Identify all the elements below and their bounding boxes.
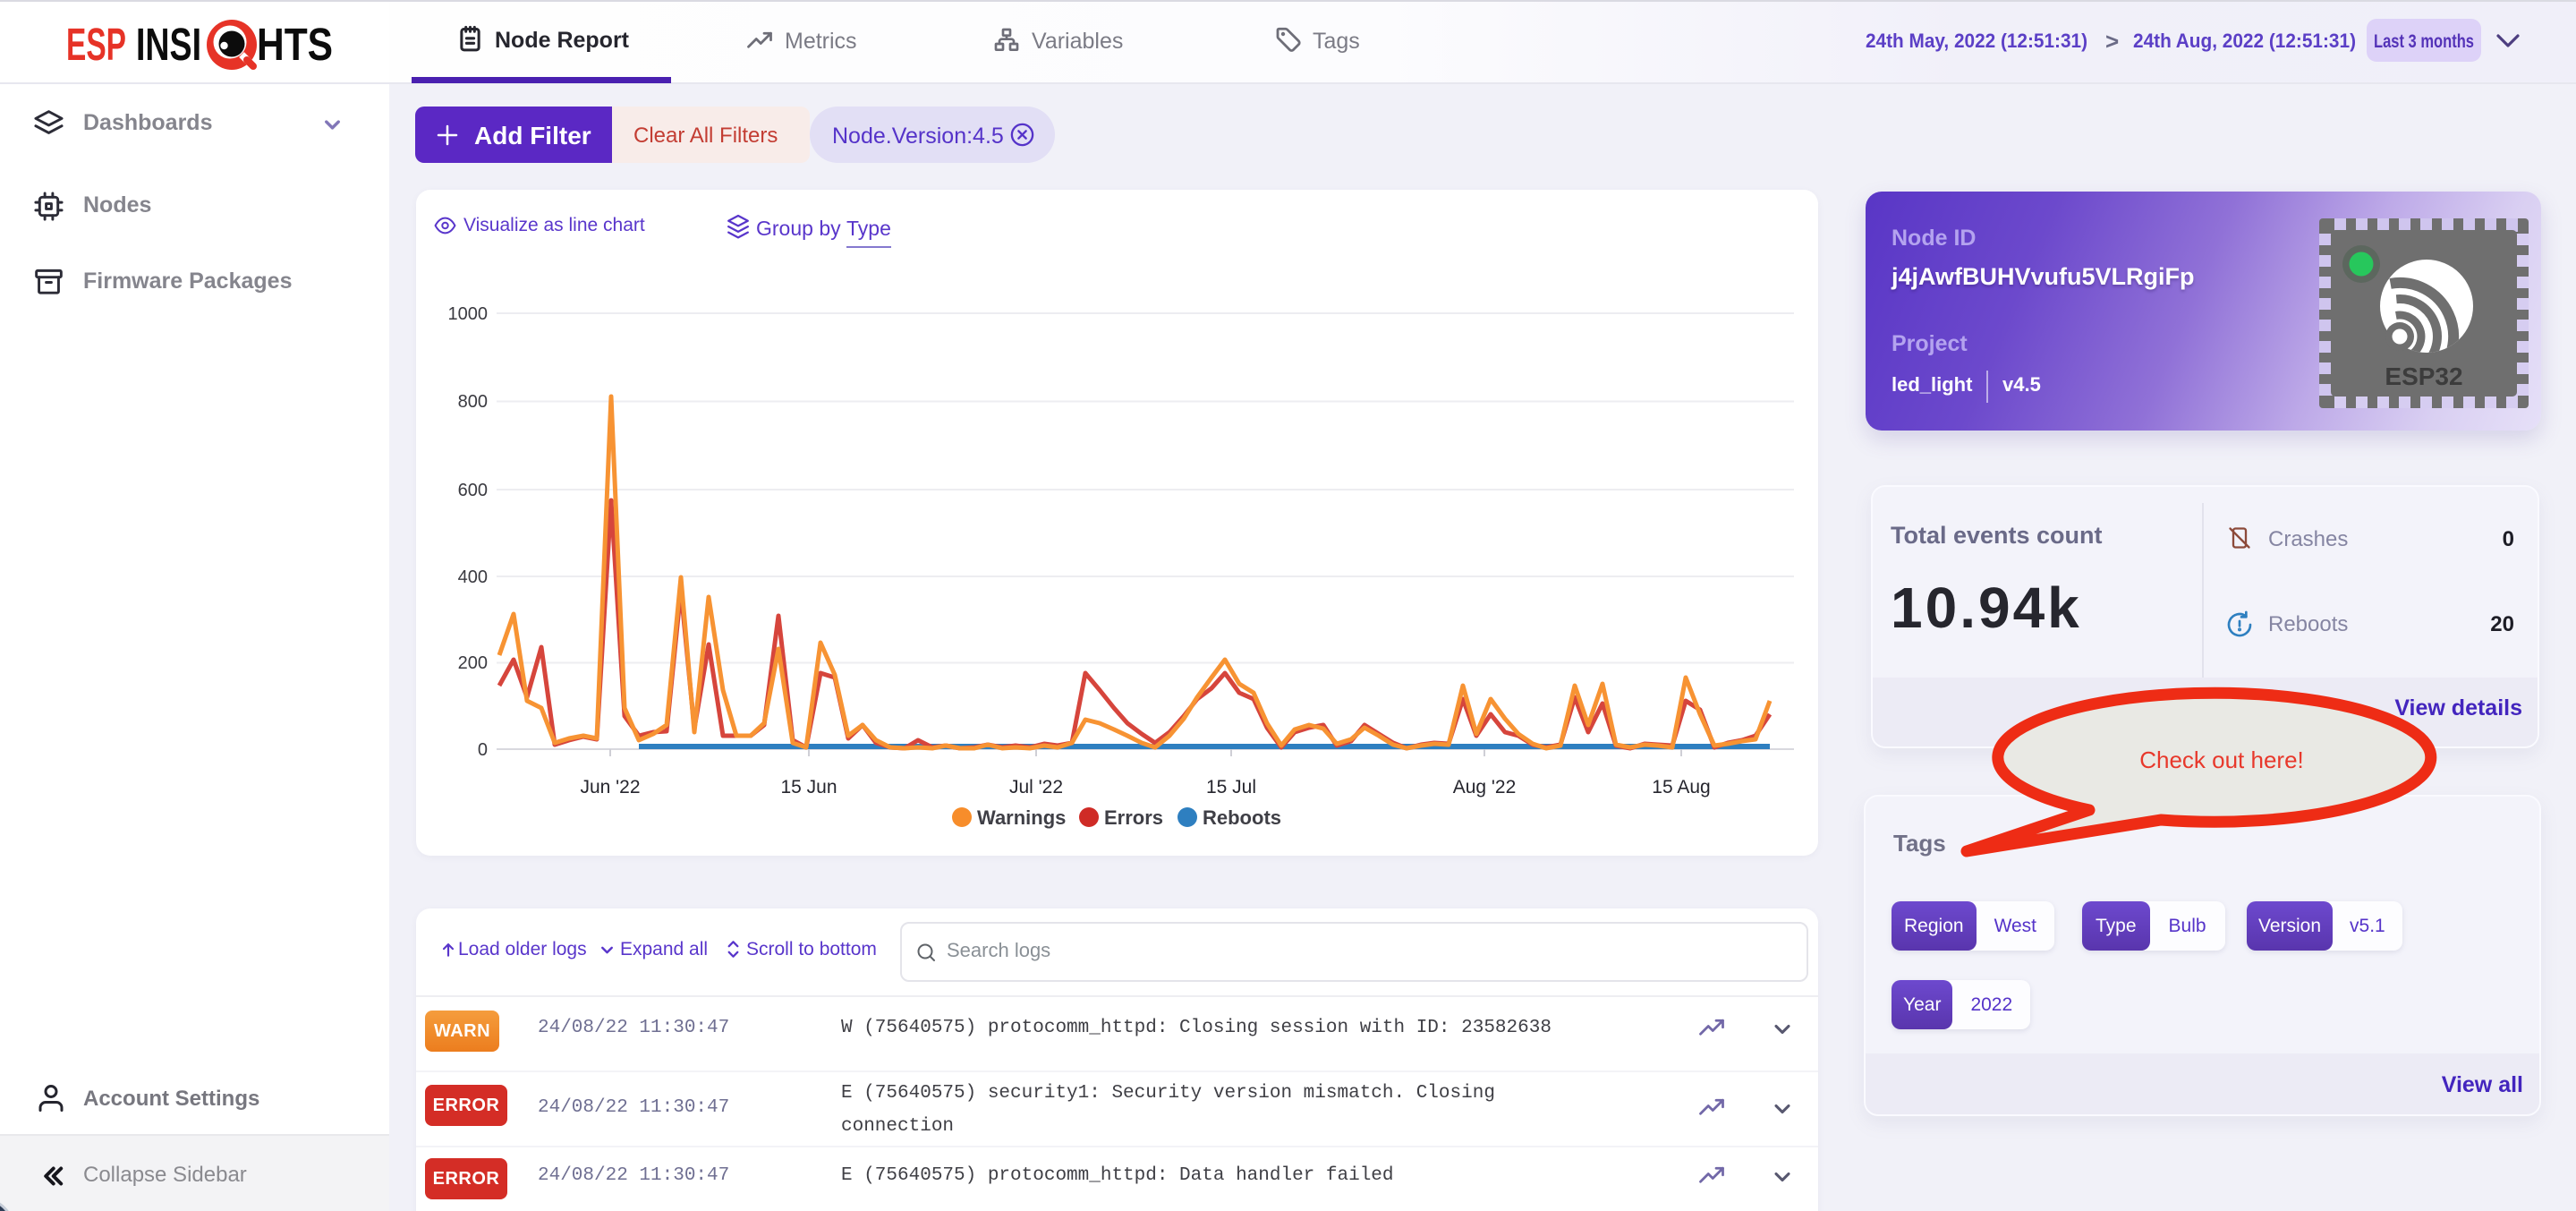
svg-text:ESP: ESP [66, 19, 126, 70]
svg-text:Warnings: Warnings [977, 806, 1066, 829]
svg-text:24th Aug, 2022 (12:51:31): 24th Aug, 2022 (12:51:31) [2133, 30, 2356, 52]
svg-text:15 Jul: 15 Jul [1206, 777, 1256, 797]
svg-text:24th May, 2022 (12:51:31): 24th May, 2022 (12:51:31) [1866, 30, 2087, 52]
svg-text:Aug '22: Aug '22 [1453, 777, 1517, 797]
svg-text:>: > [2105, 28, 2119, 55]
svg-text:1000: 1000 [448, 304, 489, 324]
svg-text:Reboots: Reboots [1203, 806, 1281, 829]
svg-text:800: 800 [458, 392, 488, 412]
svg-text:15 Jun: 15 Jun [780, 777, 837, 797]
svg-text:200: 200 [458, 653, 488, 673]
svg-text:Check out here!: Check out here! [2139, 746, 2304, 773]
svg-text:Last 3 months: Last 3 months [2374, 31, 2474, 52]
svg-text:15 Aug: 15 Aug [1652, 777, 1710, 797]
svg-text:Jun '22: Jun '22 [580, 777, 640, 797]
svg-text:0: 0 [478, 740, 488, 760]
svg-text:INSI: INSI [136, 19, 201, 70]
svg-text:Jul '22: Jul '22 [1009, 777, 1063, 797]
svg-text:Errors: Errors [1104, 806, 1163, 829]
svg-text:ESP32: ESP32 [2385, 362, 2462, 390]
svg-text:600: 600 [458, 481, 488, 500]
svg-text:400: 400 [458, 567, 488, 587]
svg-text:HTS: HTS [257, 19, 333, 70]
